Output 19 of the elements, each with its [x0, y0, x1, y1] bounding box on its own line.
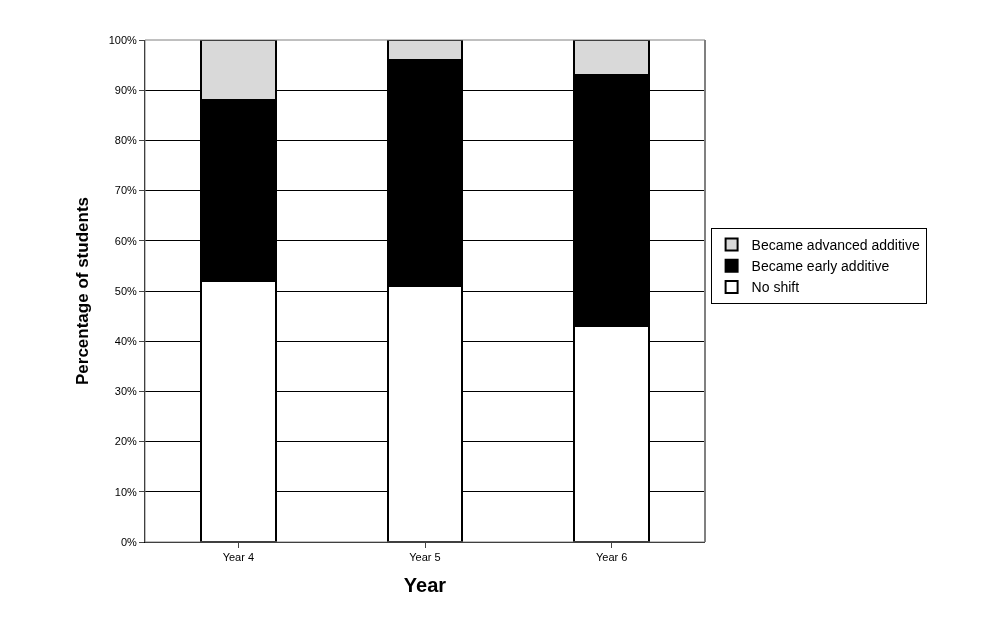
y-tick-label: 90% — [114, 84, 137, 97]
y-tick-label: 70% — [114, 184, 137, 197]
y-tick-label: 80% — [114, 134, 137, 147]
legend-label: No shift — [751, 279, 800, 296]
y-tick-label: 0% — [120, 535, 138, 548]
y-tick-label: 10% — [114, 485, 137, 498]
legend-label: Became early additive — [751, 258, 890, 275]
x-axis-title: Year — [403, 573, 447, 596]
y-tick-label: 50% — [114, 284, 137, 297]
y-tick-label: 40% — [114, 335, 137, 348]
x-tick-label: Year 6 — [595, 551, 628, 564]
x-tick-label: Year 5 — [409, 551, 441, 564]
legend-label: Became advanced additive — [751, 236, 920, 253]
y-tick-label: 30% — [114, 385, 137, 398]
y-tick-label: 100% — [108, 33, 138, 46]
y-tick-label: 20% — [114, 435, 137, 448]
y-tick-label: 60% — [114, 234, 137, 247]
x-tick-label: Year 4 — [222, 551, 255, 564]
y-axis-title: Percentage of students — [73, 197, 93, 385]
